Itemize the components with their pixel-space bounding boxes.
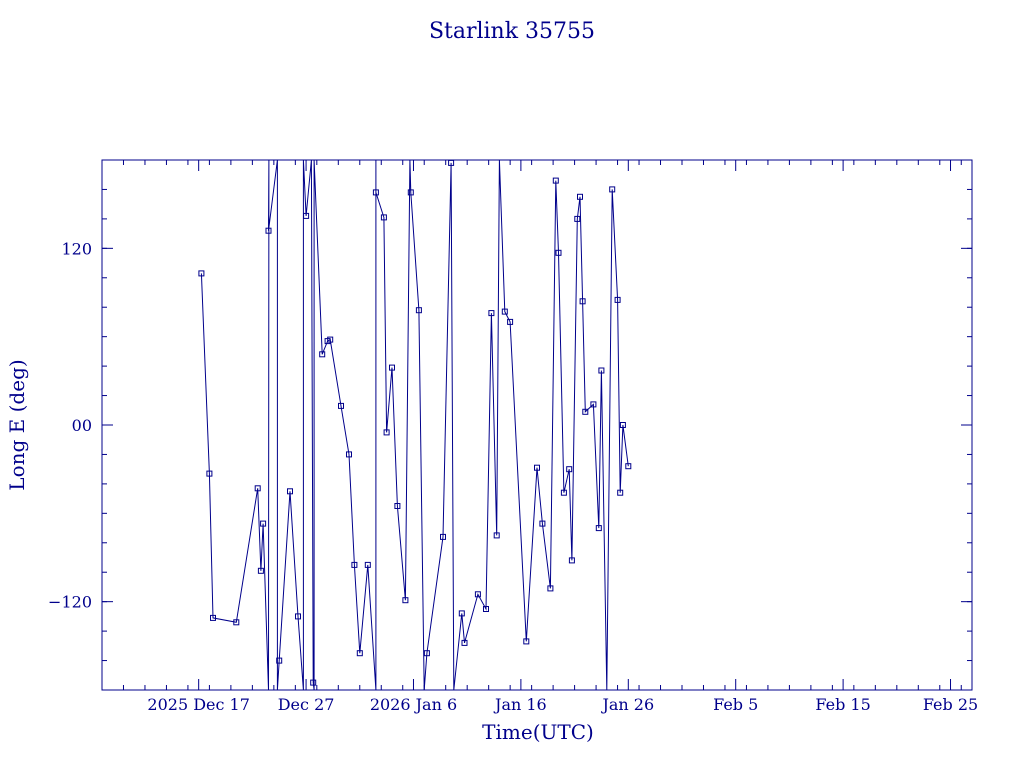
- data-point: [448, 159, 455, 166]
- chart-title: Starlink 35755: [429, 19, 595, 44]
- data-point: [488, 310, 495, 317]
- data-point: [394, 503, 401, 509]
- data-point: [555, 249, 562, 256]
- data-point: [233, 619, 240, 626]
- x-axis-label: Time(UTC): [482, 720, 594, 744]
- data-point: [402, 597, 409, 604]
- data-point: [276, 657, 283, 664]
- data-point: [254, 485, 261, 492]
- data-point: [523, 638, 530, 645]
- data-point: [351, 561, 358, 568]
- data-point: [568, 557, 575, 564]
- x-tick-label: Dec 27: [278, 695, 335, 714]
- plot-frame: [101, 159, 973, 691]
- data-point: [483, 606, 489, 612]
- data-point: [327, 336, 334, 343]
- x-tick-label: Feb 5: [713, 695, 758, 714]
- data-point: [319, 351, 326, 358]
- data-point: [407, 189, 414, 196]
- x-tick-label: Jan 26: [600, 695, 654, 714]
- data-point: [625, 463, 632, 470]
- y-tick-label: 00: [72, 416, 92, 435]
- data-point: [566, 466, 573, 473]
- data-point: [415, 307, 422, 314]
- data-point: [493, 532, 500, 539]
- x-tick-label: Jan 16: [493, 695, 547, 714]
- data-point: [295, 613, 301, 620]
- data-point: [560, 489, 567, 496]
- data-point: [287, 488, 293, 495]
- x-tick-label: Feb 25: [923, 695, 978, 714]
- data-point: [423, 650, 430, 657]
- plot-area: [101, 159, 973, 691]
- data-point: [346, 451, 352, 458]
- x-tick-label: 2025 Dec 17: [147, 695, 250, 714]
- data-point: [609, 186, 616, 193]
- data-point: [582, 408, 589, 415]
- data-point: [198, 270, 205, 277]
- data-point: [458, 610, 465, 617]
- data-point: [507, 318, 514, 325]
- data-point: [356, 650, 363, 657]
- data-point: [614, 296, 621, 303]
- data-point: [310, 679, 317, 686]
- series-line: [200, 159, 629, 691]
- marker-layer: [198, 159, 632, 686]
- data-point: [617, 489, 624, 496]
- data-point: [372, 189, 379, 196]
- data-point: [619, 422, 626, 428]
- data-point: [534, 464, 540, 471]
- y-axis-ticks: −120 00 120: [48, 159, 972, 691]
- data-point: [380, 214, 387, 221]
- data-point: [364, 561, 371, 568]
- data-point: [474, 591, 481, 598]
- x-tick-label: Feb 15: [815, 695, 870, 714]
- data-point: [501, 308, 508, 315]
- x-axis-ticks: 2025 Dec 17 Dec 27 2026 Jan 6 Jan 16 Jan 26 F…: [101, 160, 978, 714]
- data-point: [577, 193, 583, 200]
- x-tick-label: 2026 Jan 6: [370, 695, 457, 714]
- y-tick-label: −120: [48, 593, 92, 612]
- data-point: [389, 364, 395, 371]
- data-point: [598, 367, 605, 374]
- data-point: [547, 585, 554, 592]
- data-point: [595, 525, 602, 532]
- data-point: [590, 401, 597, 408]
- data-point: [206, 470, 213, 477]
- data-point: [265, 227, 272, 234]
- data-point: [574, 215, 581, 222]
- data-point: [383, 429, 390, 436]
- y-axis-label: Long E (deg): [5, 359, 29, 490]
- y-tick-label: 120: [61, 239, 92, 258]
- data-point: [440, 533, 446, 540]
- data-point: [579, 298, 586, 305]
- data-point: [303, 212, 310, 219]
- data-point: [260, 520, 267, 527]
- data-point: [552, 177, 559, 184]
- data-point: [338, 402, 344, 409]
- data-point: [257, 567, 264, 574]
- data-point: [461, 639, 468, 646]
- data-point: [539, 520, 546, 527]
- series-layer: [200, 159, 629, 691]
- data-point: [210, 614, 216, 621]
